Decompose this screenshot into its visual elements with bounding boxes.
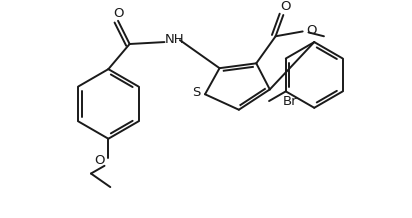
Text: NH: NH: [164, 33, 184, 46]
Text: Br: Br: [283, 95, 297, 107]
Text: O: O: [113, 7, 123, 20]
Text: O: O: [306, 24, 316, 37]
Text: O: O: [94, 153, 105, 167]
Text: S: S: [192, 86, 201, 99]
Text: O: O: [280, 0, 290, 13]
